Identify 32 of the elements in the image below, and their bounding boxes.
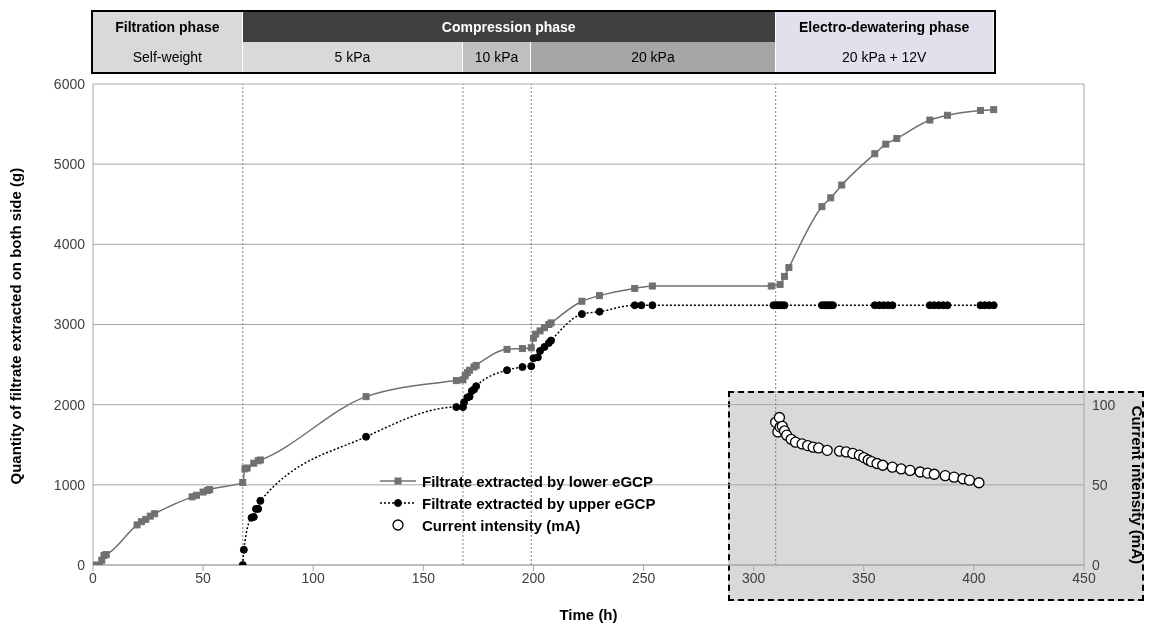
text: Self-weight — [93, 42, 243, 72]
y-tick-label: 5000 — [53, 156, 86, 173]
x-axis-title: Time (h) — [559, 606, 618, 623]
text: 5 kPa — [242, 42, 463, 72]
text: Electro-dewatering phase — [775, 12, 994, 42]
legend-label: Filtrate extracted by lower eGCP — [422, 472, 653, 490]
x-tick-label: 100 — [301, 569, 326, 586]
text: 10 kPa — [462, 42, 532, 72]
x-tick-label: 150 — [411, 569, 436, 586]
text: 20 kPa — [531, 42, 776, 72]
x-tick-label: 250 — [631, 569, 656, 586]
y-tick-label: 1000 — [53, 476, 86, 493]
legend-label: Current intensity (mA) — [422, 516, 581, 534]
text: 20 kPa + 12V — [775, 42, 994, 72]
y-tick-label: 4000 — [53, 236, 86, 253]
y2-tick-label: 100 — [1092, 396, 1116, 413]
legend-label: Filtrate extracted by upper eGCP — [422, 494, 656, 512]
x-tick-label: 350 — [852, 569, 876, 586]
y2-tick-label: 50 — [1092, 476, 1108, 493]
x-tick-label: 0 — [89, 569, 98, 586]
y-tick-label: 2000 — [53, 396, 86, 413]
x-tick-label: 50 — [195, 569, 212, 586]
text: Filtration phase — [93, 12, 243, 42]
x-tick-label: 400 — [962, 569, 986, 586]
y-tick-label: 6000 — [53, 75, 86, 92]
text: Compression phase — [242, 12, 776, 42]
y-axis-title: Quantity of filtrate extracted on both side (g) — [7, 167, 25, 485]
x-tick-label: 300 — [741, 569, 766, 586]
y-tick-label: 0 — [77, 556, 86, 573]
y-tick-label: 3000 — [53, 316, 86, 333]
x-tick-label: 200 — [521, 569, 546, 586]
y2-axis-title: Current intensity (mA) — [1129, 405, 1146, 565]
